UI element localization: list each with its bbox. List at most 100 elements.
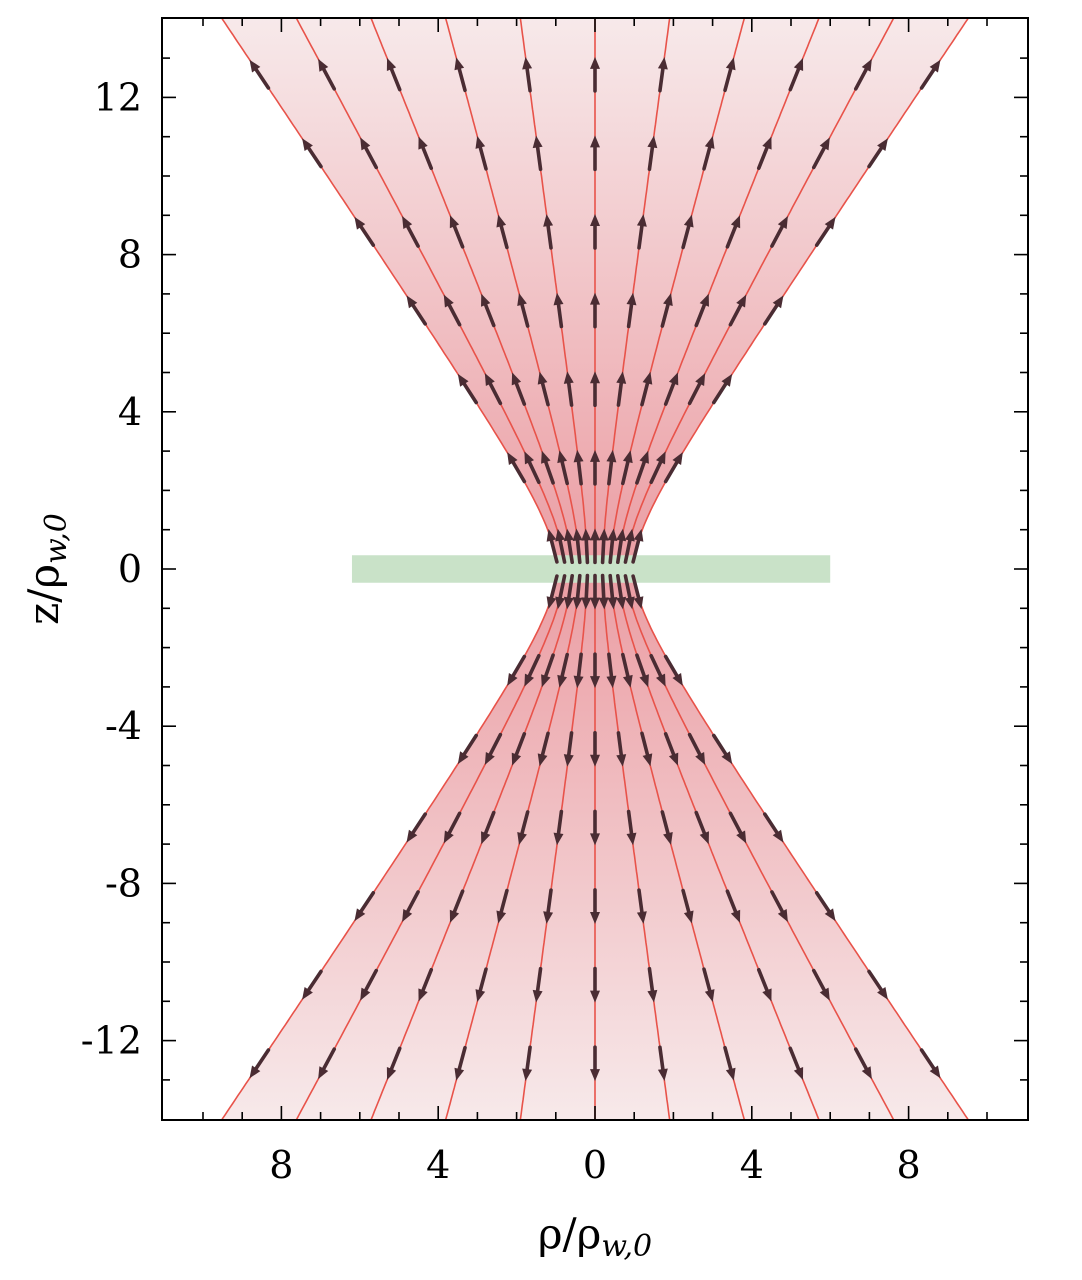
field-arrow [702, 135, 715, 171]
field-arrow [712, 733, 733, 765]
field-arrow [443, 294, 462, 327]
y-tick-label: -8 [105, 861, 142, 905]
x-tick-label: 8 [897, 1143, 921, 1187]
field-arrow [454, 57, 467, 93]
field-arrow [663, 654, 683, 686]
field-arrow [725, 889, 741, 923]
field-arrow [626, 292, 637, 329]
field-arrow [623, 574, 635, 610]
field-arrow [590, 214, 600, 250]
field-arrow [590, 292, 600, 329]
field-arrow [694, 293, 709, 328]
field-arrow [573, 449, 584, 486]
field-arrow [360, 968, 379, 1001]
field-arrow [770, 890, 788, 922]
field-arrow [563, 371, 574, 407]
field-arrow [631, 528, 644, 564]
field-arrow [635, 450, 649, 485]
field-arrow [853, 1047, 872, 1080]
field-arrow [681, 888, 694, 924]
field-arrow [457, 733, 478, 765]
field-arrow [318, 58, 337, 91]
field-arrow [507, 654, 527, 686]
field-arrow [481, 293, 496, 328]
field-arrow [616, 371, 627, 407]
field-arrow [590, 966, 600, 1003]
field-arrow [723, 57, 736, 93]
field-arrow [788, 1046, 804, 1080]
y-tick-label: 12 [94, 75, 142, 119]
x-axis-label: ρ/ρw,0 [538, 1209, 652, 1264]
field-arrow [811, 137, 830, 170]
field-arrow [557, 450, 569, 486]
field-arrow [590, 135, 600, 172]
field-arrow [517, 810, 530, 845]
field-arrow [507, 452, 527, 484]
field-arrow [557, 652, 569, 688]
field-arrow [581, 573, 592, 610]
field-arrow [649, 451, 666, 485]
field-arrow [636, 214, 647, 250]
field-arrow [590, 528, 600, 565]
field-arrow [728, 294, 747, 327]
field-arrow [360, 137, 379, 170]
field-arrow [572, 528, 583, 565]
field-arrow [541, 653, 555, 688]
field-arrow [649, 653, 666, 687]
field-arrow [598, 573, 609, 610]
field-arrow [537, 371, 550, 407]
y-axis-label: z/ρw,0 [19, 513, 74, 625]
field-arrow [590, 1045, 600, 1082]
field-arrow [616, 528, 627, 565]
field-arrow [496, 214, 509, 250]
field-arrow [616, 573, 627, 610]
field-arrow [354, 891, 376, 922]
field-arrow [457, 373, 478, 405]
field-arrow [573, 652, 584, 689]
field-arrow [537, 731, 550, 767]
field-arrow [853, 58, 872, 91]
field-arrow [687, 373, 706, 406]
field-arrow [725, 215, 741, 249]
field-arrow [543, 214, 554, 250]
field-arrow [541, 450, 555, 485]
x-tick-label: 0 [583, 1143, 607, 1187]
field-arrow [867, 138, 888, 169]
field-arrow [406, 812, 427, 843]
field-arrow [418, 967, 434, 1002]
field-arrow [623, 528, 635, 564]
field-arrow [702, 967, 715, 1003]
field-arrow [249, 59, 271, 90]
field-arrow [788, 58, 804, 92]
field-arrow [919, 1048, 941, 1079]
field-arrow [302, 138, 323, 169]
x-tick-label: 8 [269, 1143, 293, 1187]
field-arrow [606, 652, 617, 689]
field-arrow [636, 888, 647, 924]
field-arrow [524, 451, 541, 485]
field-arrow [770, 216, 788, 248]
field-arrow [524, 653, 541, 687]
field-arrow [756, 136, 772, 171]
field-arrow [626, 809, 637, 846]
field-arrow [546, 528, 559, 564]
field-arrow [640, 371, 653, 407]
field-arrow [354, 216, 376, 247]
field-arrow [443, 811, 462, 844]
field-arrow [522, 1045, 533, 1082]
field-arrow [511, 372, 527, 406]
field-arrow [590, 573, 600, 610]
plate [351, 555, 831, 583]
field-arrow [814, 891, 836, 922]
field-arrow [563, 731, 574, 767]
field-arrow [475, 135, 488, 171]
field-arrow [590, 449, 600, 486]
field-arrow [647, 135, 658, 172]
field-arrow [532, 135, 543, 172]
field-arrow [590, 371, 600, 408]
field-arrow [386, 58, 402, 92]
field-arrow [590, 730, 600, 767]
y-tick-label: -12 [81, 1019, 142, 1063]
field-arrow [621, 652, 633, 688]
